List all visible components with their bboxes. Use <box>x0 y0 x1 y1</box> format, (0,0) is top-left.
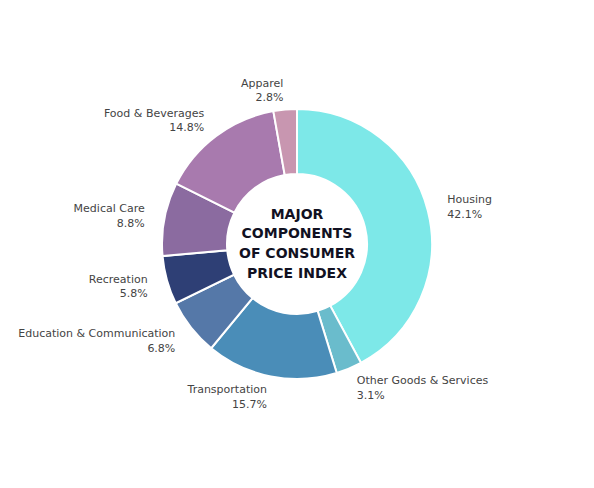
svg-text:Other Goods & Services3.1%: Other Goods & Services3.1% <box>357 374 489 401</box>
svg-text:Medical Care8.8%: Medical Care8.8% <box>74 202 145 229</box>
svg-text:Apparel2.8%: Apparel2.8% <box>241 77 283 104</box>
svg-text:Food & Beverages14.8%: Food & Beverages14.8% <box>104 107 205 134</box>
html-text:PRICE INDEX: PRICE INDEX <box>247 264 347 281</box>
svg-text:Housing42.1%: Housing42.1% <box>447 193 492 220</box>
html-text:OF CONSUMER: OF CONSUMER <box>239 245 355 261</box>
html-text:MAJOR: MAJOR <box>270 205 324 222</box>
svg-text:Recreation5.8%: Recreation5.8% <box>89 273 148 300</box>
svg-text:Education & Communication6.8%: Education & Communication6.8% <box>18 327 175 354</box>
svg-text:Transportation15.7%: Transportation15.7% <box>187 383 267 410</box>
html-text:COMPONENTS: COMPONENTS <box>241 225 353 242</box>
